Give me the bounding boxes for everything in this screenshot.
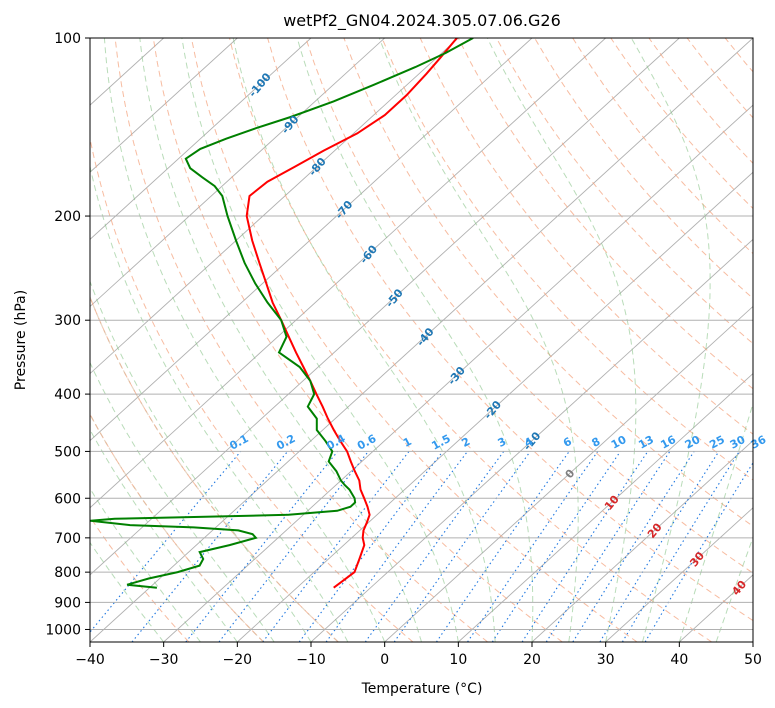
dry-adiabat-line [229, 38, 712, 642]
dry-adiabat-line [534, 38, 753, 300]
x-tick-label: 10 [449, 652, 467, 668]
isotherm-line [605, 507, 753, 642]
isotherm-line [90, 38, 385, 308]
isotherm-line [90, 38, 753, 642]
mixing-ratio-line [572, 451, 695, 642]
isotherm-line [90, 38, 238, 173]
dry-adiabat-line [495, 38, 753, 345]
reference-adiabat-line [90, 295, 339, 642]
x-tick-label: 30 [597, 652, 615, 668]
x-tick-label: 50 [744, 652, 762, 668]
mixing-ratio-line [621, 451, 740, 642]
x-axis: −40 −30 −20 −10 0 10 20 30 40 50 [75, 642, 762, 668]
moist-adiabat-line [715, 536, 753, 642]
mixing-ratio-label: 25 [707, 433, 727, 452]
isotherm-line [384, 305, 753, 642]
mixing-ratio-line [599, 451, 720, 642]
y-tick-label: 100 [54, 31, 81, 47]
profile-lines [90, 38, 474, 589]
mixing-ratio-label: 20 [683, 433, 703, 452]
plot-frame [89, 37, 754, 643]
dry-adiabat-line [90, 135, 414, 642]
chart-title: wetPf2_GN04.2024.305.07.06.G26 [283, 11, 561, 31]
y-tick-label: 600 [54, 491, 81, 507]
isotherm-line [90, 38, 533, 442]
moist-adiabat-line [139, 38, 422, 642]
x-tick-label: −20 [223, 652, 253, 668]
y-tick-label: 200 [54, 209, 81, 225]
y-axis-label: Pressure (hPa) [13, 290, 29, 390]
moist-adiabat-line [90, 361, 275, 642]
y-tick-label: 700 [54, 531, 81, 547]
mixing-ratio-label: 36 [749, 433, 769, 452]
x-tick-label: 20 [523, 652, 541, 668]
mixing-ratio-label: 30 [728, 433, 748, 452]
temperature-profile-line [245, 38, 458, 589]
mixing-ratio-line [185, 451, 339, 642]
isotherm-line [310, 238, 753, 642]
y-axis: 100 200 300 400 500 600 700 800 900 1000 [45, 31, 90, 638]
moist-adiabat-line [103, 38, 386, 642]
isotherm-line [90, 38, 312, 240]
isotherm-line [458, 372, 753, 642]
y-tick-label: 900 [54, 595, 81, 611]
dewpoint-profile-line [90, 38, 474, 589]
dry-adiabat-line [457, 38, 753, 390]
dry-adiabat-line [90, 515, 190, 642]
mixing-ratio-line [545, 451, 671, 642]
mixing-ratio-line [521, 451, 649, 642]
mixing-ratio-line [467, 451, 599, 642]
mixing-ratio-label: 13 [636, 433, 656, 452]
y-tick-label: 800 [54, 565, 81, 581]
mixing-ratio-line [491, 451, 621, 642]
x-tick-label: 40 [670, 652, 688, 668]
dry-adiabat-line [381, 38, 753, 481]
x-tick-label: −40 [75, 652, 105, 668]
x-tick-label: 0 [380, 652, 389, 668]
dry-adiabat-line [190, 38, 638, 642]
mixing-ratio-line [262, 451, 410, 642]
dry-adiabat-line [419, 38, 753, 435]
y-tick-label: 1000 [45, 622, 81, 638]
mixing-ratio-label: 10 [609, 433, 629, 452]
isotherm-line [237, 171, 753, 642]
moist-adiabat-line [90, 487, 201, 642]
isotherm-line [90, 38, 606, 509]
dry-adiabat-line [343, 38, 753, 527]
dry-adiabat-line [90, 295, 339, 642]
moist-adiabat-line [90, 541, 165, 642]
moist-adiabat-line [296, 38, 534, 642]
isotherm-line [90, 38, 680, 576]
mixing-ratio-label: 16 [658, 433, 678, 452]
y-tick-label: 400 [54, 387, 81, 403]
reference-adiabat-line [90, 413, 264, 642]
y-tick-label: 500 [54, 444, 81, 460]
dry-adiabat-line [152, 38, 563, 642]
dry-adiabat-line [114, 38, 488, 642]
isotherm-line [531, 440, 753, 642]
moist-adiabat-line [630, 38, 711, 642]
y-tick-label: 300 [54, 313, 81, 329]
moist-adiabat-line [378, 38, 579, 642]
moist-adiabat-line [90, 428, 238, 642]
moist-adiabat-line [678, 401, 753, 642]
mixing-ratio-line [131, 451, 289, 642]
x-tick-label: −10 [296, 652, 326, 668]
mixing-ratio-line [644, 461, 753, 642]
mixing-ratio-line [393, 451, 531, 642]
moist-adiabat-line [232, 38, 496, 642]
x-axis-label: Temperature (°C) [361, 681, 483, 697]
dry-adiabat-line [305, 38, 753, 574]
mixing-ratio-line [435, 451, 570, 642]
moist-adiabat-line [90, 164, 349, 642]
dry-adiabat-line [267, 38, 753, 622]
isotherm-line [163, 104, 753, 642]
moist-adiabat-line [486, 38, 637, 642]
x-tick-label: −30 [149, 652, 179, 668]
